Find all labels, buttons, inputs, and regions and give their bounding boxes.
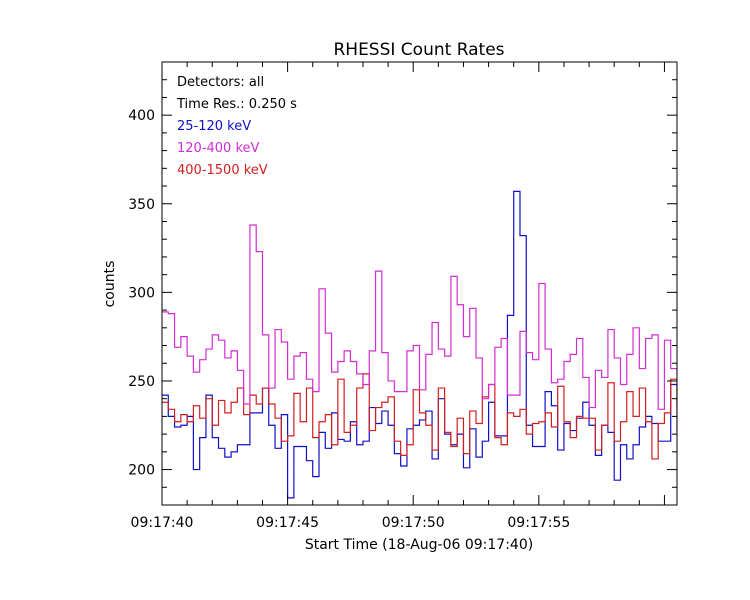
x-tick-label-2: 09:17:50	[382, 515, 445, 531]
y-tick-label-200: 200	[128, 463, 155, 479]
plot-frame	[161, 61, 678, 506]
y-tick-label-400: 400	[128, 108, 155, 124]
x-axis: 09:17:40 09:17:45 09:17:50 09:17:55	[131, 62, 665, 531]
legend-entry-120-400-kev: 120-400 keV	[177, 141, 260, 156]
series-line-400-1500-kev	[162, 373, 677, 460]
legend-entry-400-1500-kev: 400-1500 keV	[177, 163, 268, 178]
series-line-120-400-kev	[162, 224, 677, 410]
x-tick-label-0: 09:17:40	[131, 515, 194, 531]
y-tick-label-350: 350	[128, 197, 155, 213]
legend-entry-25-120-kev: 25-120 keV	[177, 119, 251, 134]
y-axis-title: counts	[102, 261, 118, 308]
x-tick-label-3: 09:17:55	[507, 515, 570, 531]
x-tick-label-1: 09:17:45	[256, 515, 319, 531]
legend: Detectors: all Time Res.: 0.250 s 25-120…	[176, 75, 297, 178]
time-resolution-info: Time Res.: 0.250 s	[176, 97, 297, 112]
series-layer	[162, 190, 677, 499]
detectors-info: Detectors: all	[177, 75, 264, 90]
y-tick-label-300: 300	[128, 285, 155, 301]
chart-title: RHESSI Count Rates	[333, 40, 504, 60]
y-axis: 200 250 300 350 400	[128, 61, 677, 506]
y-tick-label-250: 250	[128, 374, 155, 390]
x-axis-title: Start Time (18-Aug-06 09:17:40)	[305, 537, 533, 553]
